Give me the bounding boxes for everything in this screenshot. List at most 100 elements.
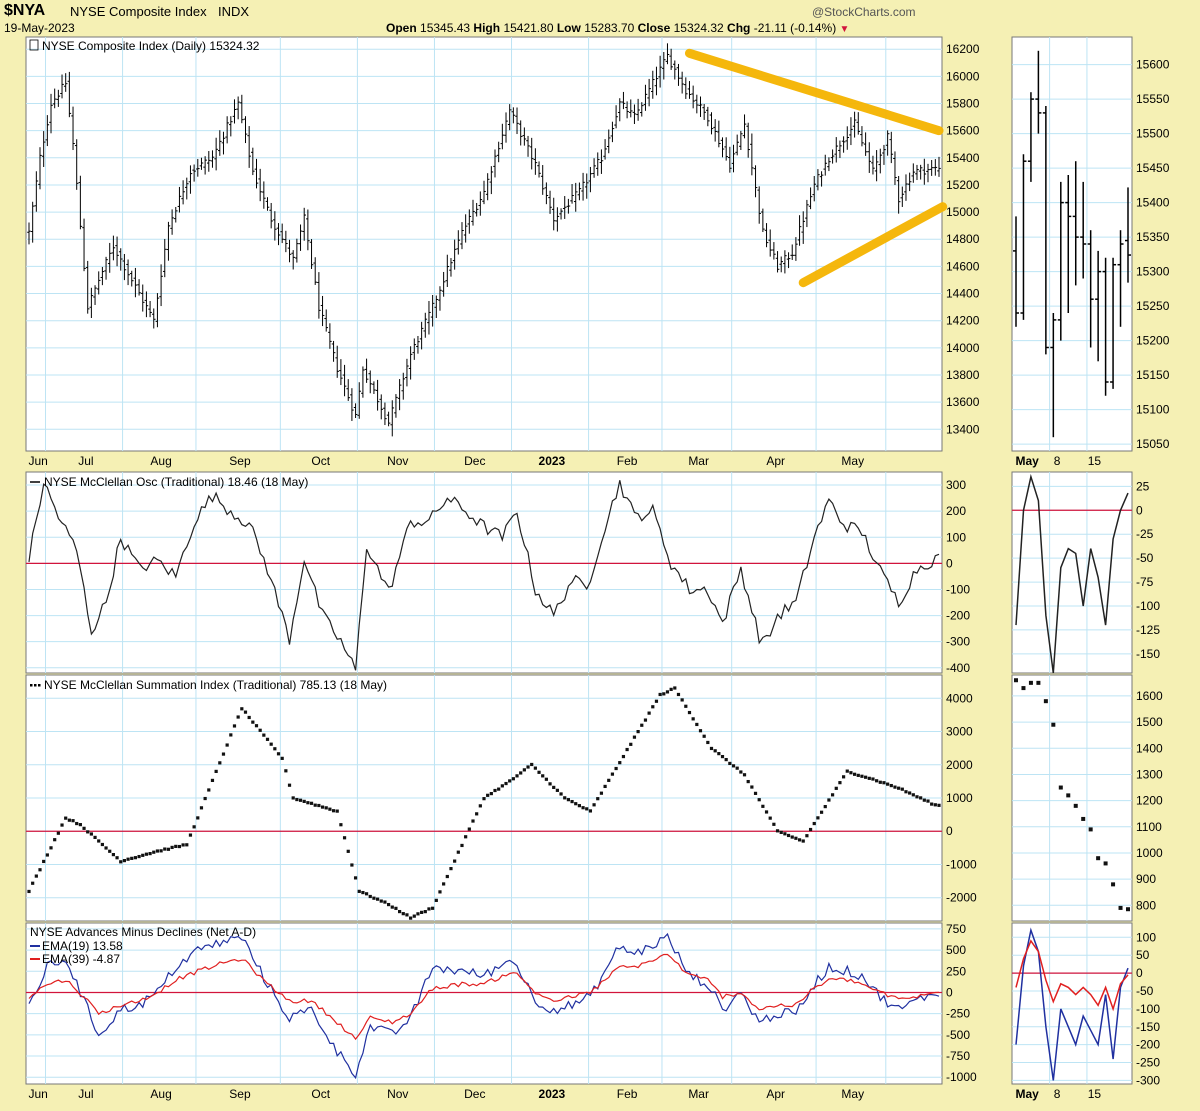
summation-point xyxy=(445,874,449,879)
summation-point xyxy=(409,916,413,920)
zoom-y-tick-label: 0 xyxy=(1136,503,1143,517)
summation-point xyxy=(856,773,860,777)
zoom-x-label: 15 xyxy=(1088,1087,1102,1101)
summation-point xyxy=(511,777,515,781)
summation-point xyxy=(42,859,46,864)
summation-point xyxy=(130,856,134,860)
panel-title-osc: NYSE McClellan Osc (Traditional) 18.46 (… xyxy=(44,475,308,489)
summation-point xyxy=(262,733,266,737)
summation-point xyxy=(904,790,908,794)
open-label: Open xyxy=(386,21,417,35)
zoom-y-tick-label: 1300 xyxy=(1136,767,1163,781)
y-tick-label: 15800 xyxy=(946,97,980,111)
zoom-x-label: 8 xyxy=(1054,1087,1061,1101)
x-month-label: Jul xyxy=(78,1087,93,1101)
legend-ema19: EMA(19) 13.58 xyxy=(42,939,123,953)
y-tick-label: 750 xyxy=(946,922,966,936)
zoom-y-tick-label: -250 xyxy=(1136,1056,1160,1070)
dot-style-icon xyxy=(34,684,37,687)
zoom-price-bars xyxy=(1013,50,1131,438)
summation-point xyxy=(790,835,794,839)
summation-point xyxy=(933,803,937,807)
x-month-label: Apr xyxy=(766,454,785,468)
summation-point xyxy=(431,906,435,910)
x-month-label: 2023 xyxy=(539,454,566,468)
summation-point xyxy=(878,780,882,784)
summation-point xyxy=(853,772,857,776)
panel-title-price: NYSE Composite Index (Daily) 15324.32 xyxy=(42,39,260,53)
summation-point xyxy=(519,771,523,775)
summation-point xyxy=(372,896,376,900)
summation-point xyxy=(533,766,537,770)
trendline-lower xyxy=(798,202,948,288)
summation-point xyxy=(386,902,391,907)
ema19-line xyxy=(28,932,940,1080)
summation-point xyxy=(181,843,185,847)
summation-point xyxy=(566,798,570,802)
summation-point xyxy=(772,822,776,826)
summation-point xyxy=(757,798,761,802)
y-tick-label: 300 xyxy=(946,478,966,492)
summation-point xyxy=(449,867,453,871)
x-month-label: Jul xyxy=(78,454,93,468)
summation-point xyxy=(508,779,512,783)
high-value: 15421.80 xyxy=(503,21,554,35)
summation-point xyxy=(662,692,666,696)
summation-point xyxy=(908,791,912,795)
summation-point xyxy=(603,784,607,789)
y-tick-label: 15400 xyxy=(946,151,980,165)
summation-point xyxy=(889,783,893,788)
summation-point xyxy=(82,826,86,830)
y-tick-label: 0 xyxy=(946,824,953,838)
summation-point xyxy=(919,796,923,800)
summation-point xyxy=(709,746,714,751)
y-tick-label: -1000 xyxy=(946,1070,977,1084)
summation-point xyxy=(416,912,420,916)
summation-point xyxy=(442,882,446,886)
dot-style-icon xyxy=(38,684,41,687)
zoom-y-tick-label: 15150 xyxy=(1136,368,1170,382)
summation-point xyxy=(412,914,416,918)
summation-point xyxy=(687,710,692,715)
summation-point xyxy=(471,819,475,823)
summation-point xyxy=(111,853,115,857)
summation-point xyxy=(291,796,295,800)
summation-point xyxy=(265,737,270,741)
mcclellan-osc-line xyxy=(28,480,940,671)
summation-point xyxy=(313,803,317,807)
zoom-y-tick-label: -50 xyxy=(1136,551,1154,565)
summation-point xyxy=(75,821,79,826)
zoom-y-tick-label: -25 xyxy=(1136,527,1154,541)
summation-point xyxy=(665,690,670,694)
summation-point xyxy=(827,798,831,802)
summation-point xyxy=(654,699,659,703)
summation-point xyxy=(188,833,193,837)
x-month-label: Jun xyxy=(28,454,47,468)
y-tick-label: -750 xyxy=(946,1049,970,1063)
x-month-label: Apr xyxy=(766,1087,785,1101)
summation-point xyxy=(214,769,218,774)
summation-point xyxy=(482,797,486,801)
summation-point xyxy=(830,793,835,797)
zoom-y-tick-label: 15400 xyxy=(1136,196,1170,210)
summation-point xyxy=(210,778,215,783)
summation-point xyxy=(342,836,347,840)
chart-header: $NYA NYSE Composite Index INDX 19-May-20… xyxy=(0,0,1200,36)
x-month-label: Jun xyxy=(28,1087,47,1101)
zoom-x-label: 15 xyxy=(1088,454,1102,468)
summation-point xyxy=(504,781,508,786)
summation-point xyxy=(515,774,519,778)
y-tick-label: 14400 xyxy=(946,287,980,301)
zoom-summation-point xyxy=(1066,793,1071,798)
y-tick-label: 500 xyxy=(946,943,966,957)
zoom-y-tick-label: -150 xyxy=(1136,647,1160,661)
summation-point xyxy=(78,823,82,827)
zoom-summation-point xyxy=(1103,861,1108,866)
summation-point xyxy=(269,742,273,746)
summation-point xyxy=(541,774,545,778)
summation-point xyxy=(298,798,303,802)
summation-point xyxy=(427,907,431,911)
watermark: @StockCharts.com xyxy=(812,5,916,19)
zoom-summation-point xyxy=(1043,699,1048,704)
